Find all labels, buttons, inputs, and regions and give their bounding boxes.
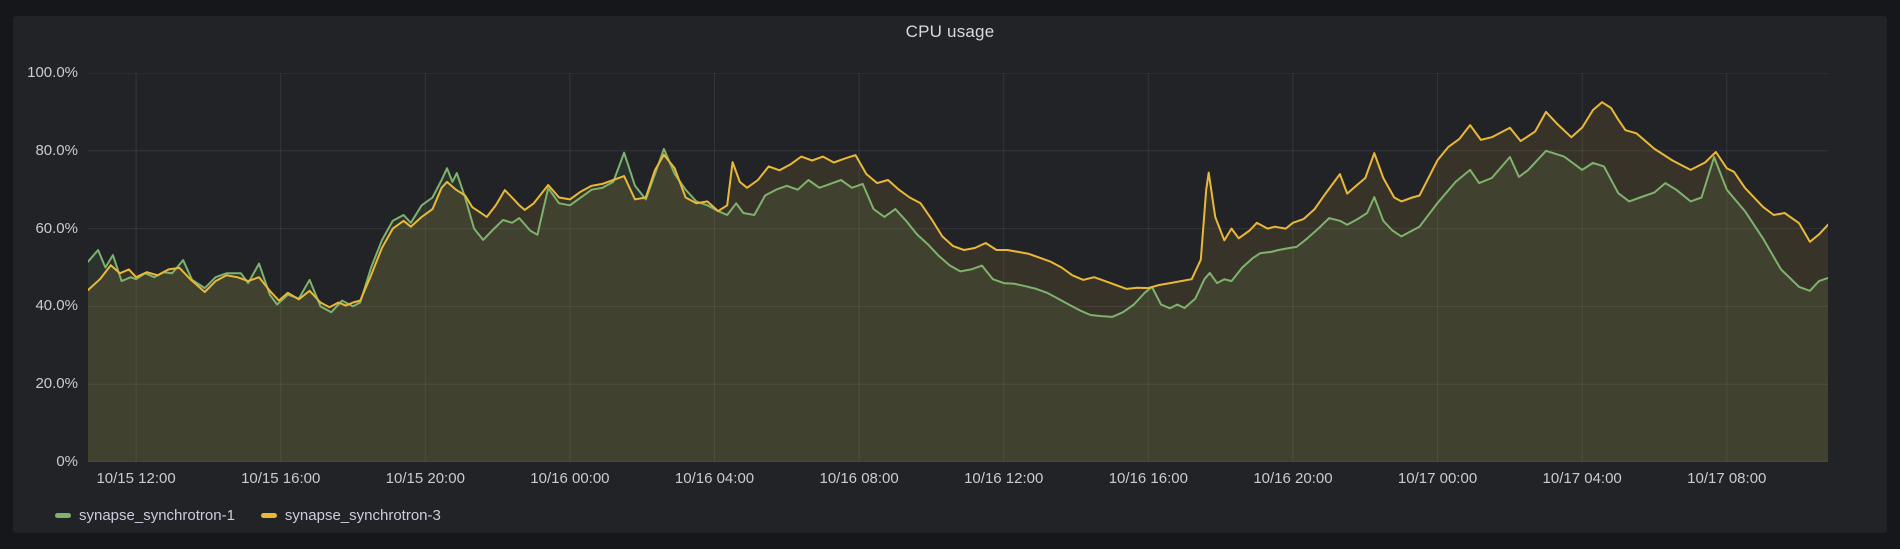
legend: synapse_synchrotron-1 synapse_synchrotron… [55,507,441,524]
series-fill-synapse_synchrotron-1 [88,148,1828,462]
y-tick-label: 80.0% [35,141,78,159]
y-tick-label: 40.0% [35,297,78,315]
x-tick-label: 10/16 20:00 [1253,470,1333,487]
cpu-usage-panel: CPU usage 100.0% 80.0% 60.0% 40.0% 20.0% 0% 1… [13,16,1887,533]
x-tick-label: 10/17 00:00 [1397,470,1478,487]
series-line-synapse_synchrotron-3[interactable] [88,101,1828,309]
legend-label: synapse_synchrotron-1 [79,507,235,524]
y-tick-label: 20.0% [35,375,78,393]
x-tick-label: 10/16 16:00 [1108,470,1188,487]
x-tick-label: 10/16 12:00 [964,470,1044,487]
legend-label: synapse_synchrotron-3 [284,507,441,524]
x-tick-label: 10/17 08:00 [1687,470,1767,487]
series-line-synapse_synchrotron-1[interactable] [88,147,1828,318]
x-tick-label: 10/16 00:00 [530,470,610,487]
y-tick-label: 60.0% [35,219,78,237]
legend-item-synapse_synchrotron-3[interactable]: synapse_synchrotron-3 [260,507,441,524]
y-tick-label: 100.0% [27,64,78,81]
legend-item-synapse_synchrotron-1[interactable]: synapse_synchrotron-1 [55,507,235,524]
x-tick-label: 10/16 04:00 [674,470,755,487]
x-tick-label: 10/15 12:00 [96,470,176,487]
legend-swatch-icon [55,513,71,518]
chart-plot-area[interactable] [88,73,1828,462]
x-tick-label: 10/16 08:00 [819,470,899,487]
legend-swatch-icon [260,513,277,518]
y-tick-label: 0% [56,453,78,470]
x-tick-label: 10/15 20:00 [385,470,465,487]
x-tick-label: 10/15 16:00 [241,470,321,487]
panel-title[interactable]: CPU usage [905,22,995,41]
series-fill-synapse_synchrotron-3 [88,102,1828,462]
x-tick-label: 10/17 04:00 [1542,470,1622,487]
